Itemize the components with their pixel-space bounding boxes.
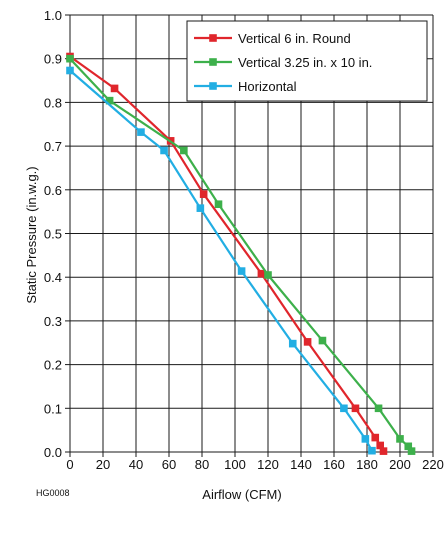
series-line bbox=[69, 57, 413, 452]
legend: Vertical 6 in. Round Vertical 3.25 in. x … bbox=[186, 20, 428, 102]
y-tick-label: 0.9 bbox=[44, 52, 62, 67]
legend-swatch-marker bbox=[209, 82, 217, 90]
legend-label: Horizontal bbox=[238, 79, 297, 94]
x-tick-label: 100 bbox=[224, 457, 246, 472]
y-tick-label: 0.1 bbox=[44, 401, 62, 416]
series-group bbox=[66, 54, 416, 455]
legend-swatch-marker bbox=[209, 34, 217, 42]
series-layer bbox=[66, 52, 416, 455]
y-tick-label: 0.7 bbox=[44, 139, 62, 154]
data-point bbox=[318, 336, 327, 345]
x-tick-label: 180 bbox=[356, 457, 378, 472]
data-point bbox=[376, 441, 384, 450]
legend-swatch-marker bbox=[209, 58, 217, 66]
data-point bbox=[371, 433, 380, 442]
data-point bbox=[237, 267, 246, 275]
y-tick-label: 0.3 bbox=[44, 314, 62, 329]
data-point bbox=[374, 404, 383, 413]
y-tick-label: 0.2 bbox=[44, 358, 62, 373]
y-tick-label: 0.4 bbox=[44, 270, 62, 285]
x-axis-title: Airflow (CFM) bbox=[202, 487, 281, 502]
y-tick-label: 0.8 bbox=[44, 95, 62, 110]
x-tick-label: 60 bbox=[162, 457, 176, 472]
tick-labels: 0 20 40 60 80 100 120 140 160 180 200 220 0.0 0.1 0.2 0… bbox=[44, 8, 444, 472]
x-tick-label: 120 bbox=[257, 457, 279, 472]
data-point bbox=[105, 96, 114, 105]
figure-code-label: HG0008 bbox=[36, 488, 70, 498]
data-point bbox=[110, 84, 119, 93]
data-point bbox=[351, 404, 360, 413]
data-point bbox=[66, 66, 74, 75]
x-tick-label: 0 bbox=[66, 457, 73, 472]
data-point bbox=[379, 447, 388, 455]
x-tick-label: 80 bbox=[195, 457, 209, 472]
data-point bbox=[303, 338, 312, 346]
data-point bbox=[264, 271, 272, 279]
data-point bbox=[361, 435, 370, 443]
data-point bbox=[196, 204, 205, 212]
data-point bbox=[66, 54, 74, 63]
legend-label: Vertical 6 in. Round bbox=[238, 31, 351, 46]
y-tick-label: 0.6 bbox=[44, 183, 62, 198]
x-tick-label: 160 bbox=[323, 457, 345, 472]
x-tick-label: 40 bbox=[129, 457, 143, 472]
data-point bbox=[257, 269, 266, 278]
data-point bbox=[199, 190, 208, 198]
data-point bbox=[288, 339, 297, 348]
y-tick-label: 0.5 bbox=[44, 227, 62, 242]
y-tick-label: 0.0 bbox=[44, 445, 62, 460]
data-point bbox=[340, 404, 348, 413]
x-tick-label: 20 bbox=[96, 457, 110, 472]
y-axis-title: Static Pressure (in.w.g.) bbox=[24, 166, 39, 303]
series-group bbox=[66, 66, 376, 455]
data-point bbox=[368, 446, 376, 455]
y-tick-label: 1.0 bbox=[44, 8, 62, 23]
x-tick-label: 140 bbox=[290, 457, 312, 472]
data-point bbox=[137, 128, 145, 136]
data-point bbox=[404, 442, 413, 451]
series-group bbox=[66, 52, 388, 455]
data-point bbox=[160, 146, 168, 155]
series-line bbox=[69, 55, 385, 452]
data-point bbox=[214, 200, 223, 209]
data-point bbox=[407, 447, 416, 455]
x-tick-label: 220 bbox=[422, 457, 444, 472]
legend-label: Vertical 3.25 in. x 10 in. bbox=[238, 55, 372, 70]
x-tick-label: 200 bbox=[389, 457, 411, 472]
data-point bbox=[396, 435, 404, 443]
data-point bbox=[180, 146, 188, 155]
series-line bbox=[69, 69, 373, 452]
